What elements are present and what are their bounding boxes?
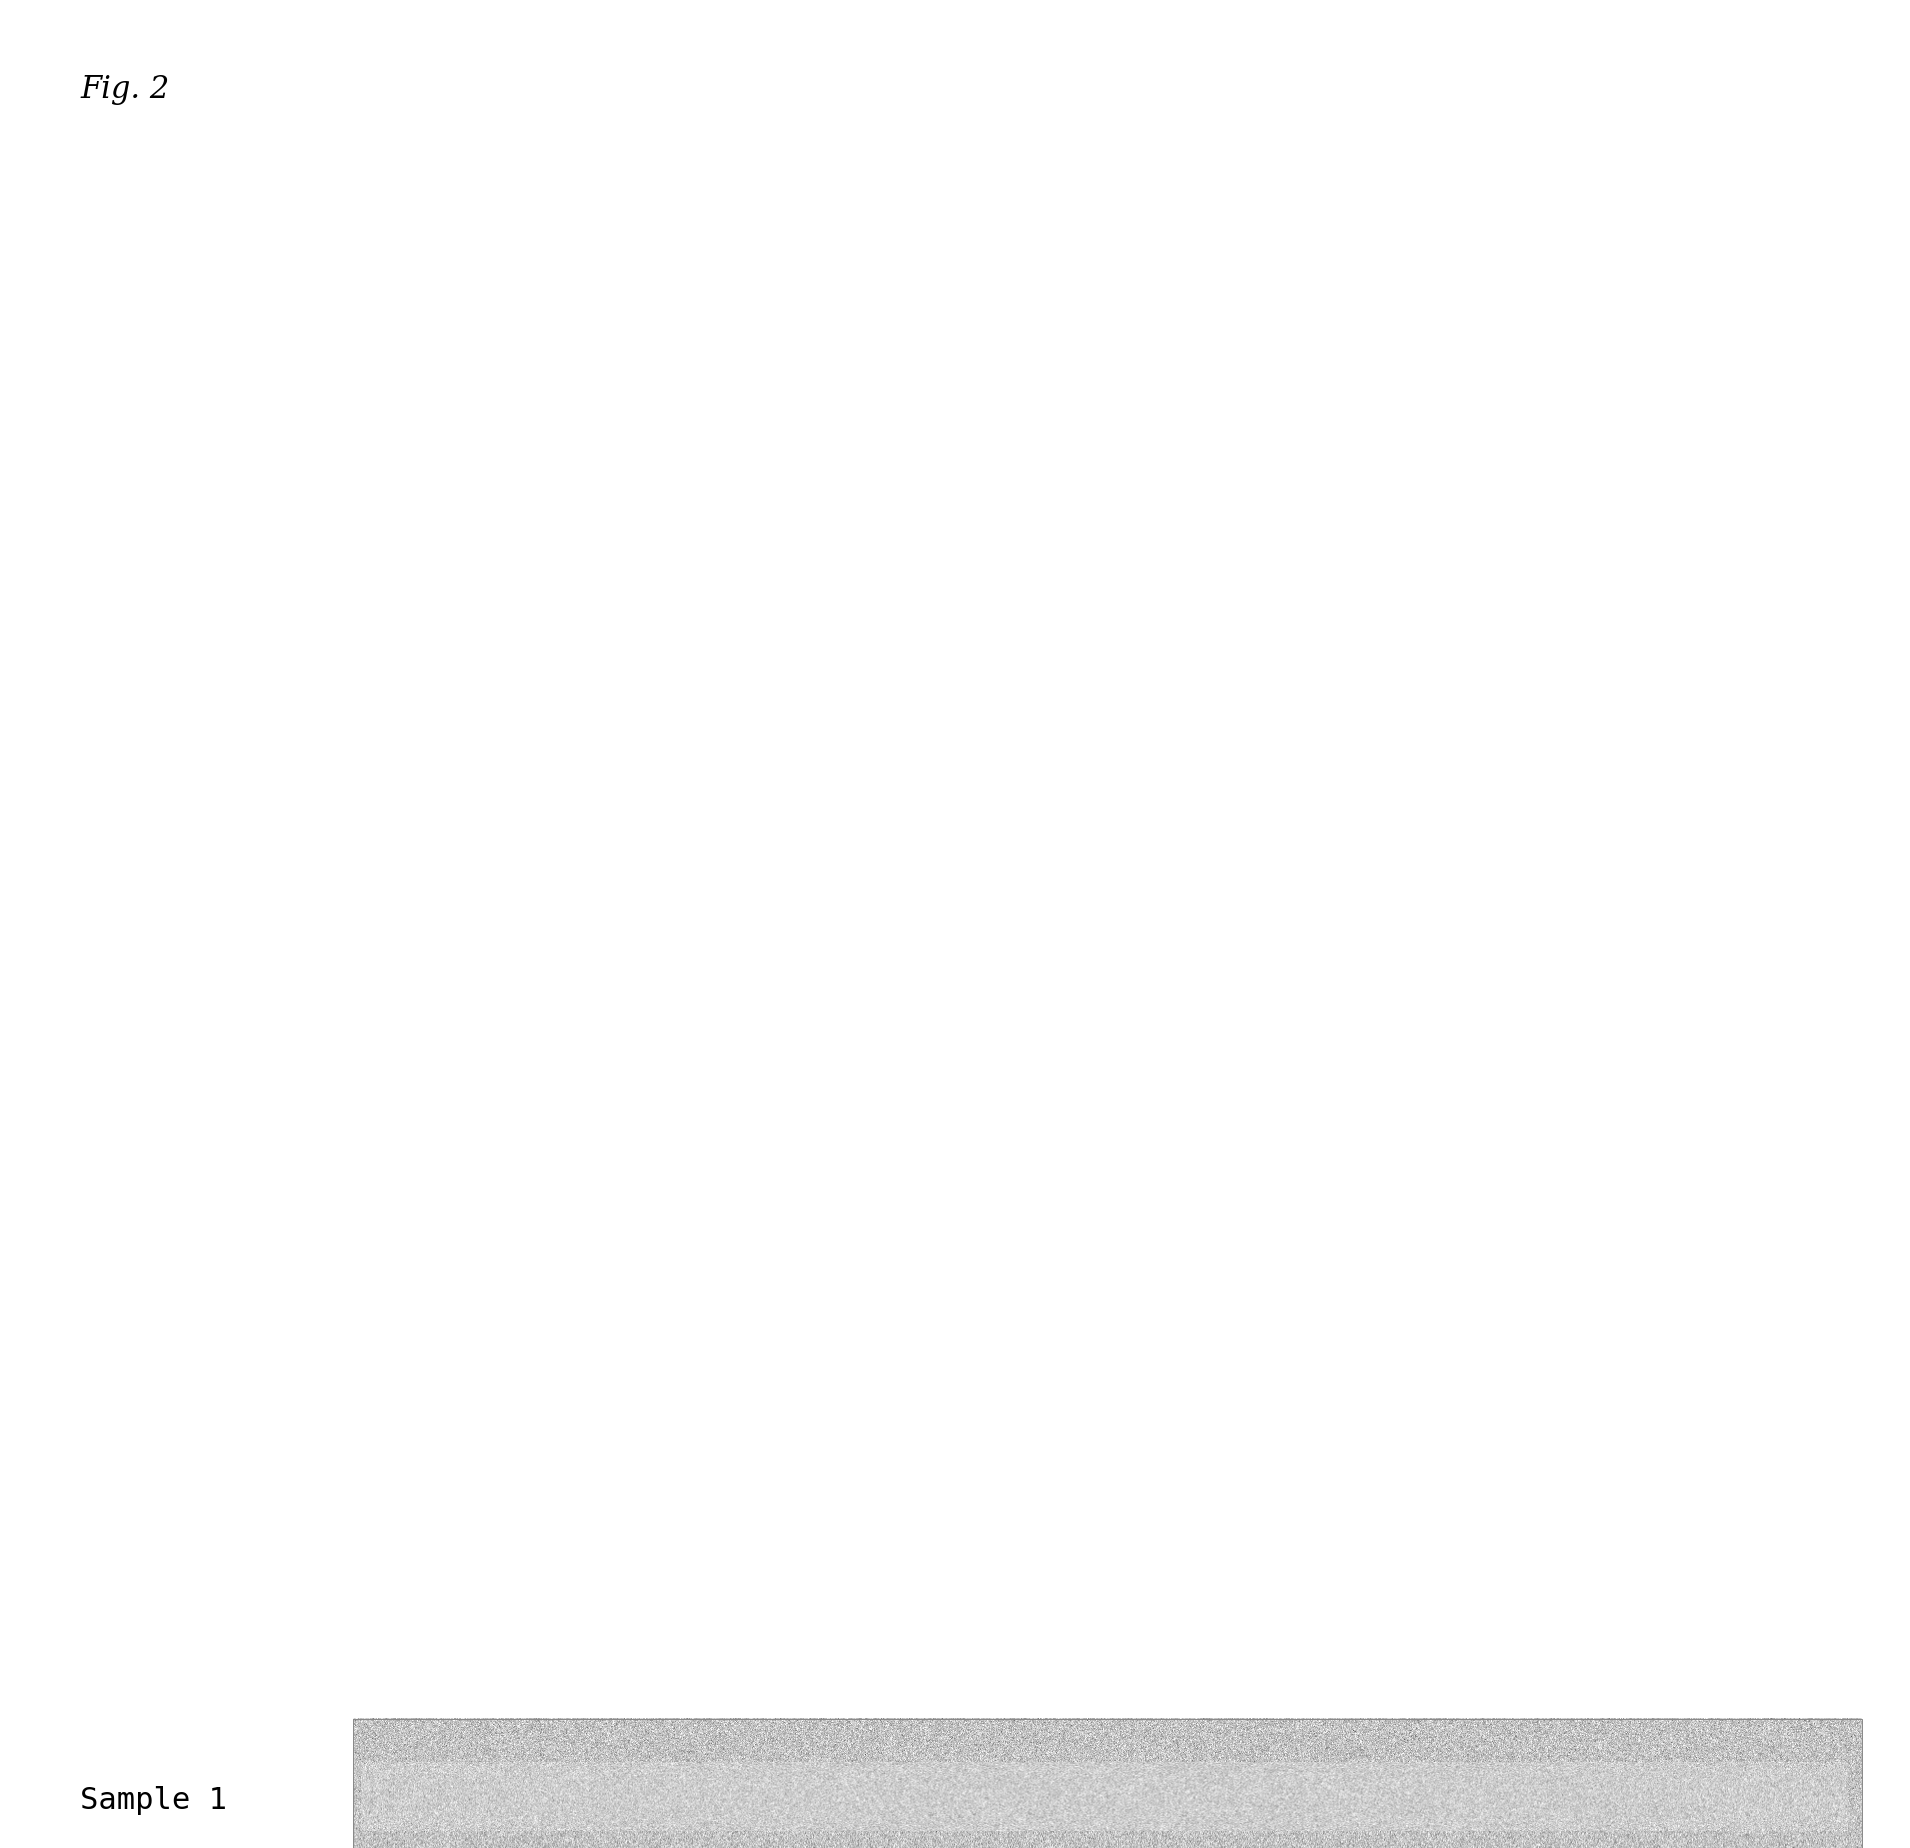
Bar: [353, 1719, 1862, 1848]
Text: Sample 1: Sample 1: [80, 1785, 227, 1815]
Text: Fig. 2: Fig. 2: [80, 74, 170, 105]
